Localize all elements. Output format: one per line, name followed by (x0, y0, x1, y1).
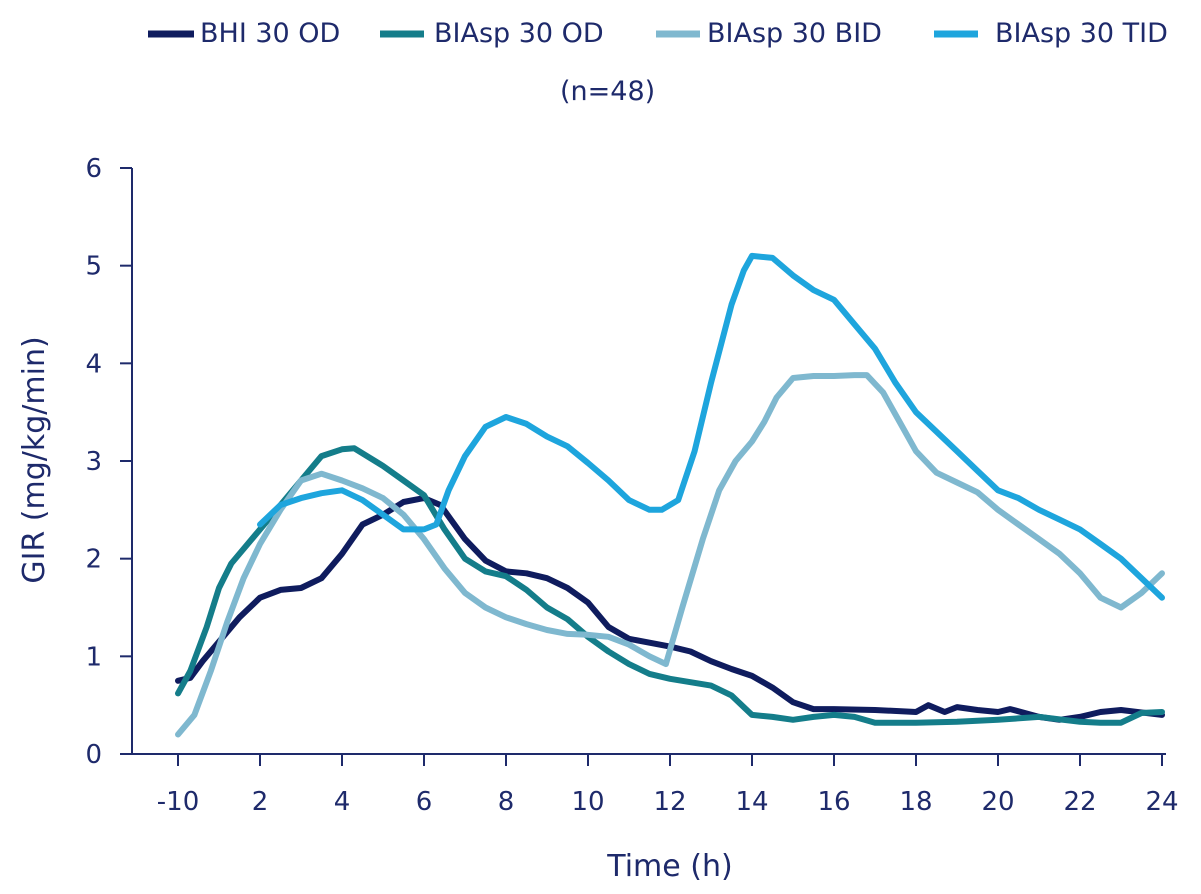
legend-label-bhi-30-od: BHI 30 OD (200, 18, 340, 49)
x-tick-label: 4 (334, 787, 351, 817)
x-tick-label: 18 (899, 787, 932, 817)
x-axis-title: Time (h) (606, 849, 732, 884)
legend-item-bhi-30-od: BHI 30 OD (148, 18, 340, 49)
legend-item-biasp-30-tid: BIAsp 30 TID (934, 18, 1168, 49)
y-tick-label: 3 (85, 447, 102, 477)
y-tick-label: 1 (85, 642, 102, 672)
x-tick-label: 22 (1063, 787, 1096, 817)
x-tick-label: 6 (416, 787, 433, 817)
series-layer (175, 252, 1165, 738)
x-tick-label: -10 (157, 787, 199, 817)
series-line-biasp-30-tid (257, 252, 1165, 601)
legend-label-biasp-30-od: BIAsp 30 OD (434, 18, 604, 49)
x-tick-label: 20 (981, 787, 1014, 817)
x-tick-label: 8 (498, 787, 515, 817)
x-tick-label: 24 (1145, 787, 1178, 817)
y-tick-label: 5 (85, 252, 102, 282)
legend-label-biasp-30-tid: BIAsp 30 TID (995, 18, 1168, 49)
x-tick-label: 2 (252, 787, 269, 817)
x-tick-label: 16 (817, 787, 850, 817)
series-line-bhi-30-od (175, 495, 1165, 723)
y-tick-label: 4 (85, 349, 102, 379)
legend: BHI 30 OD BIAsp 30 OD BIAsp 30 BID BIAsp… (148, 18, 1168, 107)
chart-subtitle: (n=48) (560, 76, 655, 107)
series-line-biasp-30-od (175, 445, 1165, 726)
x-axis: -10 2 4 6 8 10 12 14 16 18 20 22 24 (132, 753, 1179, 817)
legend-item-biasp-30-od: BIAsp 30 OD (380, 18, 604, 49)
x-tick-label: 10 (571, 787, 604, 817)
y-axis: 0 1 2 3 4 5 6 (85, 154, 133, 770)
y-tick-label: 2 (85, 545, 102, 575)
y-tick-label: 6 (85, 154, 102, 184)
x-tick-label: 14 (735, 787, 768, 817)
legend-item-biasp-30-bid: BIAsp 30 BID (656, 18, 882, 49)
y-tick-label: 0 (85, 740, 102, 770)
legend-label-biasp-30-bid: BIAsp 30 BID (707, 18, 882, 49)
series-line-biasp-30-bid (175, 372, 1165, 738)
x-tick-label: 12 (653, 787, 686, 817)
y-axis-title: GIR (mg/kg/min) (17, 336, 52, 583)
